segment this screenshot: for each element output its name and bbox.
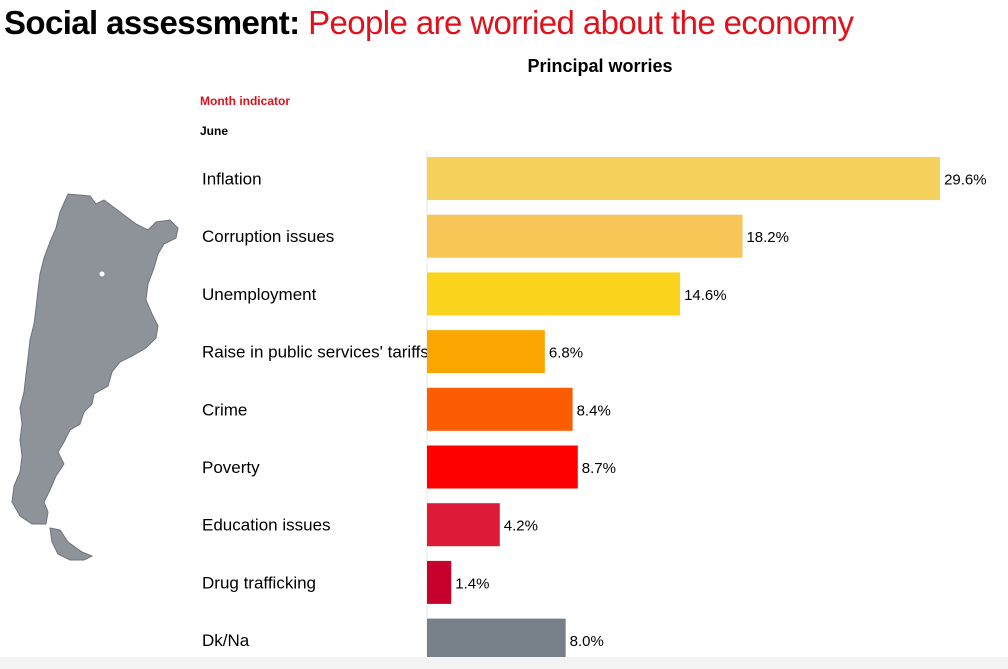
bar — [427, 272, 681, 316]
bar — [427, 157, 941, 200]
bar — [427, 618, 566, 662]
category-label: Dk/Na — [202, 631, 250, 650]
title-highlight: People are worried about the economy — [308, 4, 854, 41]
argentina-map — [11, 193, 179, 561]
bar — [427, 214, 743, 258]
bottom-strip — [0, 657, 1008, 669]
category-label: Education issues — [202, 516, 331, 535]
category-label: Corruption issues — [202, 227, 334, 246]
value-label: 8.0% — [570, 633, 604, 650]
value-label: 29.6% — [944, 172, 987, 189]
category-label: Raise in public services' tariffs — [202, 343, 429, 362]
value-label: 4.2% — [504, 518, 538, 535]
category-label: Drug trafficking — [202, 573, 316, 592]
bar — [427, 445, 578, 489]
value-label: 8.4% — [577, 402, 611, 419]
value-label: 14.6% — [684, 287, 727, 304]
bar — [427, 560, 452, 604]
value-label: 6.8% — [549, 345, 583, 362]
category-label: Poverty — [202, 458, 260, 477]
category-label: Unemployment — [202, 285, 317, 304]
tierra-del-fuego-shape — [49, 527, 94, 561]
bar — [427, 387, 573, 431]
month-indicator-label: Month indicator — [200, 94, 290, 108]
value-label: 8.7% — [582, 460, 616, 477]
value-label: 18.2% — [746, 229, 789, 246]
category-label: Crime — [202, 400, 247, 419]
bar — [427, 503, 500, 547]
title-lead: Social assessment: — [4, 4, 300, 41]
month-indicator-value: June — [200, 124, 229, 138]
map-island-dot — [99, 271, 105, 277]
argentina-map-shape — [11, 193, 179, 525]
page-title: Social assessment: People are worried ab… — [4, 4, 854, 42]
bar — [427, 330, 545, 374]
value-label: 1.4% — [455, 575, 489, 592]
category-label: Inflation — [202, 170, 262, 189]
chart-title: Principal worries — [527, 56, 673, 76]
